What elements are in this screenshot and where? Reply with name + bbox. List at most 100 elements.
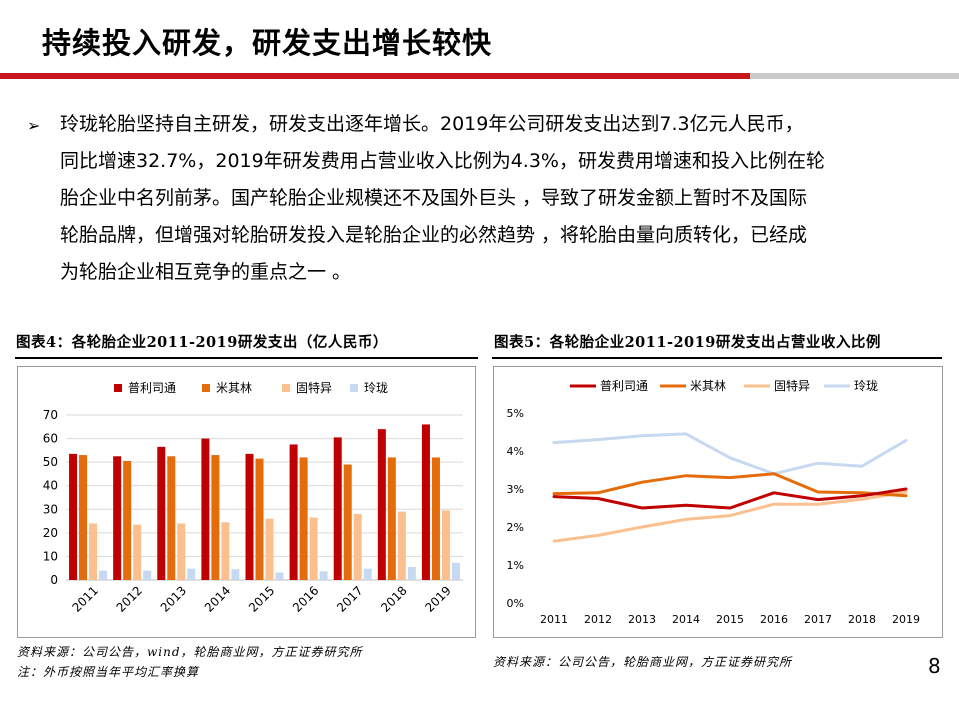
y-tick-label: 20 <box>43 526 58 540</box>
legend-label: 固特异 <box>296 380 332 395</box>
bar <box>353 514 362 580</box>
y-tick-label: 60 <box>43 432 58 446</box>
y-tick-label: 0% <box>507 597 524 610</box>
title-underline-red <box>0 73 750 79</box>
y-tick-label: 2% <box>507 521 524 534</box>
bar <box>123 460 132 580</box>
bar <box>275 572 284 580</box>
bar <box>363 568 372 580</box>
x-tick-label: 2013 <box>628 613 656 626</box>
x-tick-label: 2015 <box>716 613 744 626</box>
x-tick-label: 2011 <box>540 613 568 626</box>
bar <box>133 524 142 580</box>
y-tick-label: 40 <box>43 479 58 493</box>
title-underline-gray <box>750 73 959 79</box>
figure4-source: 资料来源：公司公告，wind，轮胎商业网，方正证券研究所 <box>17 645 363 659</box>
paragraph-line: 同比增速32.7%，2019年研发费用占营业收入比例为4.3%，研发费用增速和投… <box>60 150 825 172</box>
y-tick-label: 0 <box>50 573 58 587</box>
bar <box>231 569 240 580</box>
legend-swatch <box>202 384 210 392</box>
x-tick-label: 2011 <box>69 583 100 614</box>
bar <box>333 437 342 580</box>
bar <box>377 429 386 580</box>
legend-label: 普利司通 <box>128 381 176 395</box>
bar <box>255 458 264 580</box>
paragraph-line: 玲珑轮胎坚持自主研发，研发支出逐年增长。2019年公司研发支出达到7.3亿元人民… <box>60 113 804 135</box>
legend-label: 固特异 <box>774 378 810 393</box>
bar <box>157 446 166 580</box>
figure4-note: 注：外币按照当年平均汇率换算 <box>17 665 200 679</box>
bar-chart: 0 10 20 30 40 50 60 70 2011 2012 2013 2014 2015 2016 2… <box>43 380 463 615</box>
legend-label: 米其林 <box>690 379 726 393</box>
body-paragraph: 玲珑轮胎坚持自主研发，研发支出逐年增长。2019年公司研发支出达到7.3亿元人民… <box>60 106 920 291</box>
series-line <box>552 472 908 498</box>
x-tick-label: 2012 <box>584 613 612 626</box>
bar <box>309 517 318 580</box>
figure4-rule <box>15 357 478 359</box>
y-tick-label: 50 <box>43 455 58 469</box>
bar <box>89 523 98 580</box>
figure5-source: 资料来源：公司公告，轮胎商业网，方正证券研究所 <box>493 655 793 669</box>
y-tick-label: 70 <box>43 408 58 422</box>
y-tick-label: 10 <box>43 549 58 563</box>
y-tick-label: 1% <box>507 559 524 572</box>
line-chart-frame: 0% 1% 2% 3% 4% 5% 2011 2012 2013 2014 2015 2016 2017… <box>493 366 943 638</box>
bar <box>221 522 230 580</box>
bar <box>319 571 328 580</box>
bar <box>69 453 78 580</box>
figure5-caption: 图表5：各轮胎企业2011-2019研发支出占营业收入比例 <box>494 334 881 351</box>
bar-chart-frame: 0 10 20 30 40 50 60 70 2011 2012 2013 2014 2015 2016 2… <box>17 366 476 638</box>
legend-swatch <box>350 384 358 392</box>
x-tick-label: 2013 <box>158 583 189 614</box>
bullet-arrow-icon: ➢ <box>27 116 41 135</box>
bar <box>187 568 196 580</box>
y-tick-label: 30 <box>43 502 58 516</box>
legend-label: 米其林 <box>216 381 252 395</box>
legend-label: 玲珑 <box>854 379 878 393</box>
x-tick-label: 2017 <box>804 613 832 626</box>
x-tick-label: 2014 <box>202 583 233 614</box>
series-line <box>552 490 908 543</box>
line-chart: 0% 1% 2% 3% 4% 5% 2011 2012 2013 2014 2015 2016 2017… <box>507 378 920 626</box>
x-tick-label: 2012 <box>114 583 145 614</box>
bar <box>407 567 416 580</box>
bar <box>113 456 122 580</box>
x-tick-label: 2018 <box>848 613 876 626</box>
x-tick-label: 2016 <box>760 613 788 626</box>
x-tick-label: 2015 <box>246 583 277 614</box>
bar <box>177 523 186 580</box>
x-tick-label: 2016 <box>290 583 321 614</box>
bar <box>99 570 108 580</box>
bar <box>201 438 210 580</box>
bar <box>387 457 396 580</box>
y-tick-label: 5% <box>507 407 524 420</box>
bar <box>299 457 308 580</box>
paragraph-line: 轮胎品牌，但增强对轮胎研发投入是轮胎企业的必然趋势 ，将轮胎由量向质转化，已经成 <box>60 224 808 246</box>
slide-title: 持续投入研发，研发支出增长较快 <box>42 26 493 60</box>
y-tick-label: 4% <box>507 445 524 458</box>
figure4-caption: 图表4：各轮胎企业2011-2019研发支出（亿人民币） <box>16 334 388 351</box>
bar <box>79 455 88 580</box>
paragraph-line: 胎企业中名列前茅。国产轮胎企业规模还不及国外巨头 ，导致了研发金额上暂时不及国际 <box>60 187 808 209</box>
x-tick-label: 2019 <box>422 583 453 614</box>
bar <box>421 424 430 580</box>
legend-swatch <box>282 384 290 392</box>
paragraph-line: 为轮胎企业相互竞争的重点之一 。 <box>60 261 352 283</box>
bar <box>441 510 450 580</box>
series-line <box>552 432 908 476</box>
x-tick-label: 2018 <box>378 583 409 614</box>
bar <box>211 455 220 580</box>
x-tick-label: 2017 <box>334 583 365 614</box>
bar <box>343 464 352 580</box>
bar <box>245 453 254 580</box>
bar <box>397 511 406 580</box>
legend-label: 玲珑 <box>364 381 388 395</box>
page-number: 8 <box>928 654 941 678</box>
legend-swatch <box>114 384 122 392</box>
bar <box>431 457 440 580</box>
x-tick-label: 2014 <box>672 613 700 626</box>
bar <box>143 570 152 580</box>
bar <box>265 518 274 580</box>
bar <box>451 562 460 580</box>
x-tick-label: 2019 <box>892 613 920 626</box>
